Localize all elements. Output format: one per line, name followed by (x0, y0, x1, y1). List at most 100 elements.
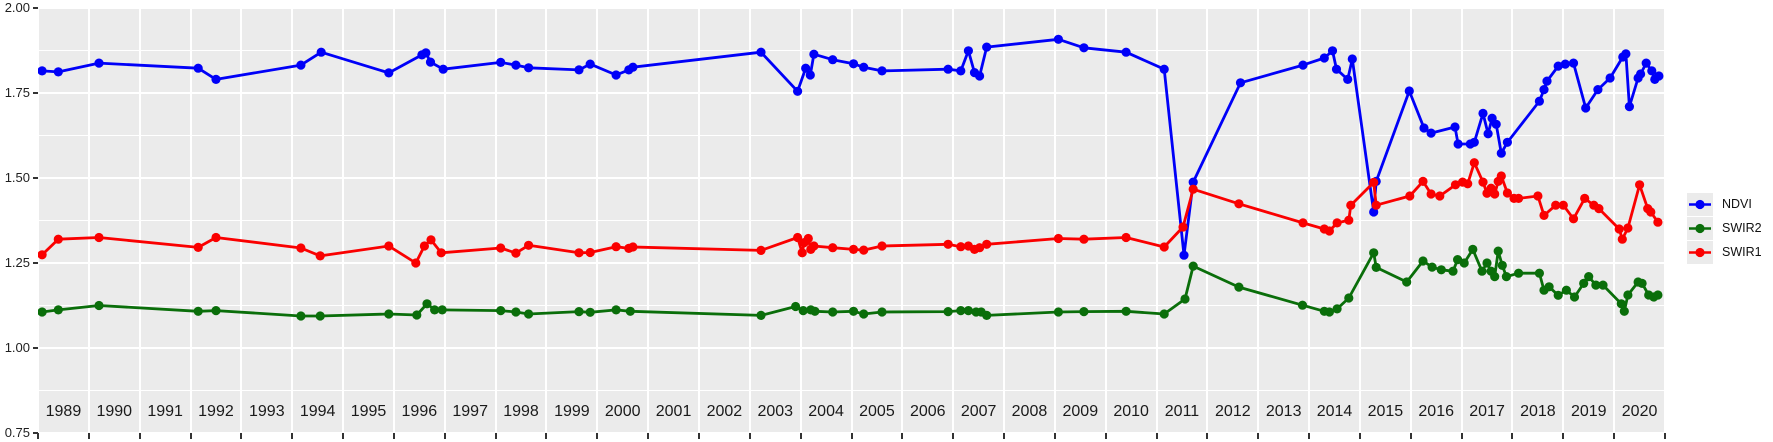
data-point-ndvi (1560, 59, 1570, 69)
x-tick-mark (1511, 433, 1514, 439)
data-point-swir2 (384, 309, 394, 319)
data-point-ndvi (1542, 76, 1552, 86)
x-tick-mark (1155, 433, 1158, 439)
x-tick-mark (647, 433, 650, 439)
x-tick-mark (1562, 433, 1565, 439)
data-point-swir2 (412, 310, 422, 320)
data-point-swir1 (1346, 200, 1356, 210)
data-point-ndvi (1404, 86, 1414, 96)
x-tick-mark (87, 433, 90, 439)
data-point-swir1 (1188, 184, 1198, 194)
data-point-swir1 (1405, 191, 1415, 201)
gridline-x-major (596, 8, 599, 433)
data-point-swir1 (1594, 204, 1604, 214)
data-point-ndvi (943, 64, 953, 74)
data-point-swir2 (1448, 266, 1458, 276)
gridline-x-major (87, 8, 90, 433)
gridline-x-major (799, 8, 802, 433)
data-point-swir2 (1534, 268, 1544, 278)
data-point-ndvi (425, 57, 436, 67)
data-point-swir2 (1553, 290, 1563, 300)
data-point-ndvi (756, 47, 766, 57)
data-point-ndvi (511, 60, 521, 70)
data-point-ndvi (1188, 177, 1198, 187)
gridline-x-major (1206, 8, 1209, 433)
data-point-ndvi (316, 47, 326, 57)
legend-entry-swir1: SWIR1 (1687, 240, 1762, 264)
data-point-swir1 (628, 242, 638, 252)
data-point-ndvi (982, 42, 992, 52)
data-point-swir1 (1332, 218, 1342, 228)
x-tick-label: 2015 (1367, 403, 1404, 420)
gridline-x-major (1460, 8, 1463, 433)
data-point-ndvi (1581, 103, 1591, 113)
data-point-ndvi (1568, 58, 1579, 68)
data-point-swir1 (1053, 233, 1063, 244)
series-line-ndvi (40, 37, 1661, 257)
y-tick-label: 1.75 (4, 85, 30, 100)
data-point-swir2 (1468, 244, 1478, 254)
data-point-swir1 (1514, 193, 1524, 203)
data-point-ndvi (611, 70, 621, 80)
data-point-ndvi (53, 67, 63, 77)
data-point-swir1 (877, 241, 887, 251)
data-point-swir2 (859, 309, 869, 319)
x-tick-mark (1358, 433, 1361, 439)
y-tick-label: 2.00 (4, 0, 30, 15)
data-point-ndvi (1654, 71, 1664, 81)
data-point-swir1 (1463, 179, 1473, 189)
y-tick-label: 1.50 (4, 170, 30, 185)
x-tick-label: 2000 (604, 403, 641, 420)
data-point-swir2 (1234, 282, 1244, 292)
data-point-ndvi (1426, 128, 1436, 138)
data-point-swir1 (982, 239, 992, 249)
gridline-x-major (901, 8, 904, 433)
gridline-x-major (697, 8, 700, 433)
x-tick-mark (1206, 433, 1209, 439)
data-point-ndvi (1605, 73, 1615, 83)
data-point-swir2 (524, 309, 534, 319)
data-point-ndvi (1159, 64, 1169, 74)
x-tick-mark (1460, 433, 1463, 439)
gridline-x-major (138, 8, 141, 433)
legend-entry-ndvi: NDVI (1687, 192, 1762, 216)
data-point-swir1 (1614, 224, 1624, 234)
data-point-swir2 (1598, 280, 1608, 290)
data-point-ndvi (1539, 85, 1549, 95)
x-tick-label: 2020 (1621, 403, 1658, 420)
data-point-swir1 (1533, 191, 1543, 201)
legend-key-ndvi (1687, 192, 1713, 216)
data-point-ndvi (1636, 69, 1646, 79)
data-point-ndvi (1179, 250, 1189, 260)
data-point-swir2 (1459, 258, 1469, 268)
data-point-swir1 (859, 245, 869, 255)
data-point-swir1 (585, 247, 595, 258)
data-point-swir1 (848, 244, 859, 254)
data-point-swir2 (1402, 277, 1412, 287)
legend-key-swir2 (1687, 216, 1713, 240)
x-tick-mark (1003, 433, 1006, 439)
data-point-ndvi (1624, 102, 1634, 112)
data-point-swir2 (625, 306, 635, 316)
x-tick-label: 1997 (452, 403, 488, 420)
x-tick-mark (1613, 433, 1616, 439)
gridline-x-major (1562, 8, 1565, 433)
data-point-swir1 (1496, 171, 1506, 181)
data-point-swir1 (193, 242, 203, 252)
data-point-swir1 (611, 242, 621, 252)
data-point-swir1 (1178, 222, 1188, 232)
data-point-swir1 (1502, 188, 1512, 198)
gridline-x-major (850, 8, 853, 433)
data-point-swir1 (1490, 189, 1500, 199)
data-point-swir2 (963, 306, 974, 316)
data-point-swir1 (211, 232, 221, 243)
x-tick-label: 1999 (554, 403, 590, 420)
data-point-swir1 (956, 242, 966, 252)
data-point-swir2 (1579, 278, 1589, 288)
data-point-swir1 (809, 241, 819, 251)
data-point-ndvi (438, 64, 448, 74)
data-point-ndvi (1621, 49, 1631, 59)
data-point-swir1 (426, 235, 436, 245)
gridline-x-major (748, 8, 751, 433)
